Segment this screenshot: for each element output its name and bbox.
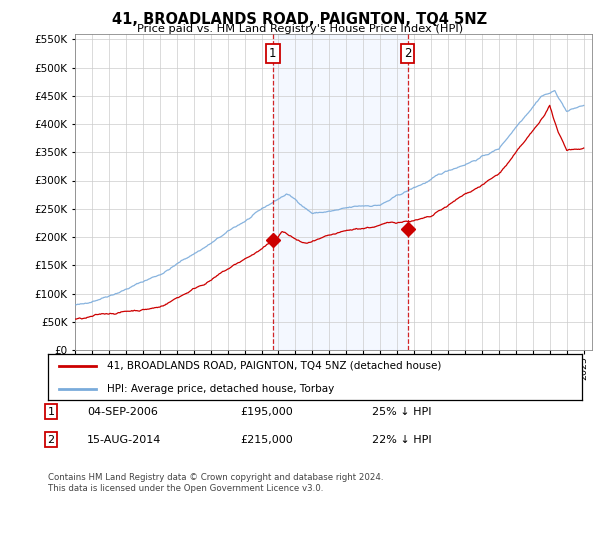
Text: 41, BROADLANDS ROAD, PAIGNTON, TQ4 5NZ (detached house): 41, BROADLANDS ROAD, PAIGNTON, TQ4 5NZ (… (107, 361, 441, 371)
Text: 1: 1 (47, 407, 55, 417)
Text: 25% ↓ HPI: 25% ↓ HPI (372, 407, 431, 417)
Text: 22% ↓ HPI: 22% ↓ HPI (372, 435, 431, 445)
Text: £195,000: £195,000 (240, 407, 293, 417)
Text: Contains HM Land Registry data © Crown copyright and database right 2024.
This d: Contains HM Land Registry data © Crown c… (48, 473, 383, 493)
Text: 2: 2 (47, 435, 55, 445)
Text: 04-SEP-2006: 04-SEP-2006 (87, 407, 158, 417)
Text: HPI: Average price, detached house, Torbay: HPI: Average price, detached house, Torb… (107, 384, 334, 394)
Text: 2: 2 (404, 47, 412, 60)
Text: 41, BROADLANDS ROAD, PAIGNTON, TQ4 5NZ: 41, BROADLANDS ROAD, PAIGNTON, TQ4 5NZ (112, 12, 488, 27)
Text: 1: 1 (269, 47, 277, 60)
Text: 15-AUG-2014: 15-AUG-2014 (87, 435, 161, 445)
Text: Price paid vs. HM Land Registry's House Price Index (HPI): Price paid vs. HM Land Registry's House … (137, 24, 463, 34)
Text: £215,000: £215,000 (240, 435, 293, 445)
Bar (273, 34, 408, 350)
